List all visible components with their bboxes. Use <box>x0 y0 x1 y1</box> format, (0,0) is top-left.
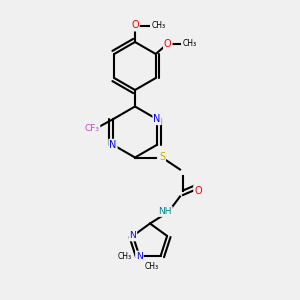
Text: N: N <box>153 114 161 124</box>
Text: CH₃: CH₃ <box>145 262 159 271</box>
Text: O: O <box>164 38 172 49</box>
Text: N: N <box>136 252 143 261</box>
Text: CF₃: CF₃ <box>84 124 99 133</box>
Text: O: O <box>194 185 202 196</box>
Text: CH₃: CH₃ <box>183 39 197 48</box>
Text: NH: NH <box>158 207 172 216</box>
Text: CH₃: CH₃ <box>117 252 131 261</box>
Text: N: N <box>109 140 117 150</box>
Text: O: O <box>131 20 139 31</box>
Text: S: S <box>159 152 165 163</box>
Text: N: N <box>130 231 136 240</box>
Text: CH₃: CH₃ <box>152 21 166 30</box>
